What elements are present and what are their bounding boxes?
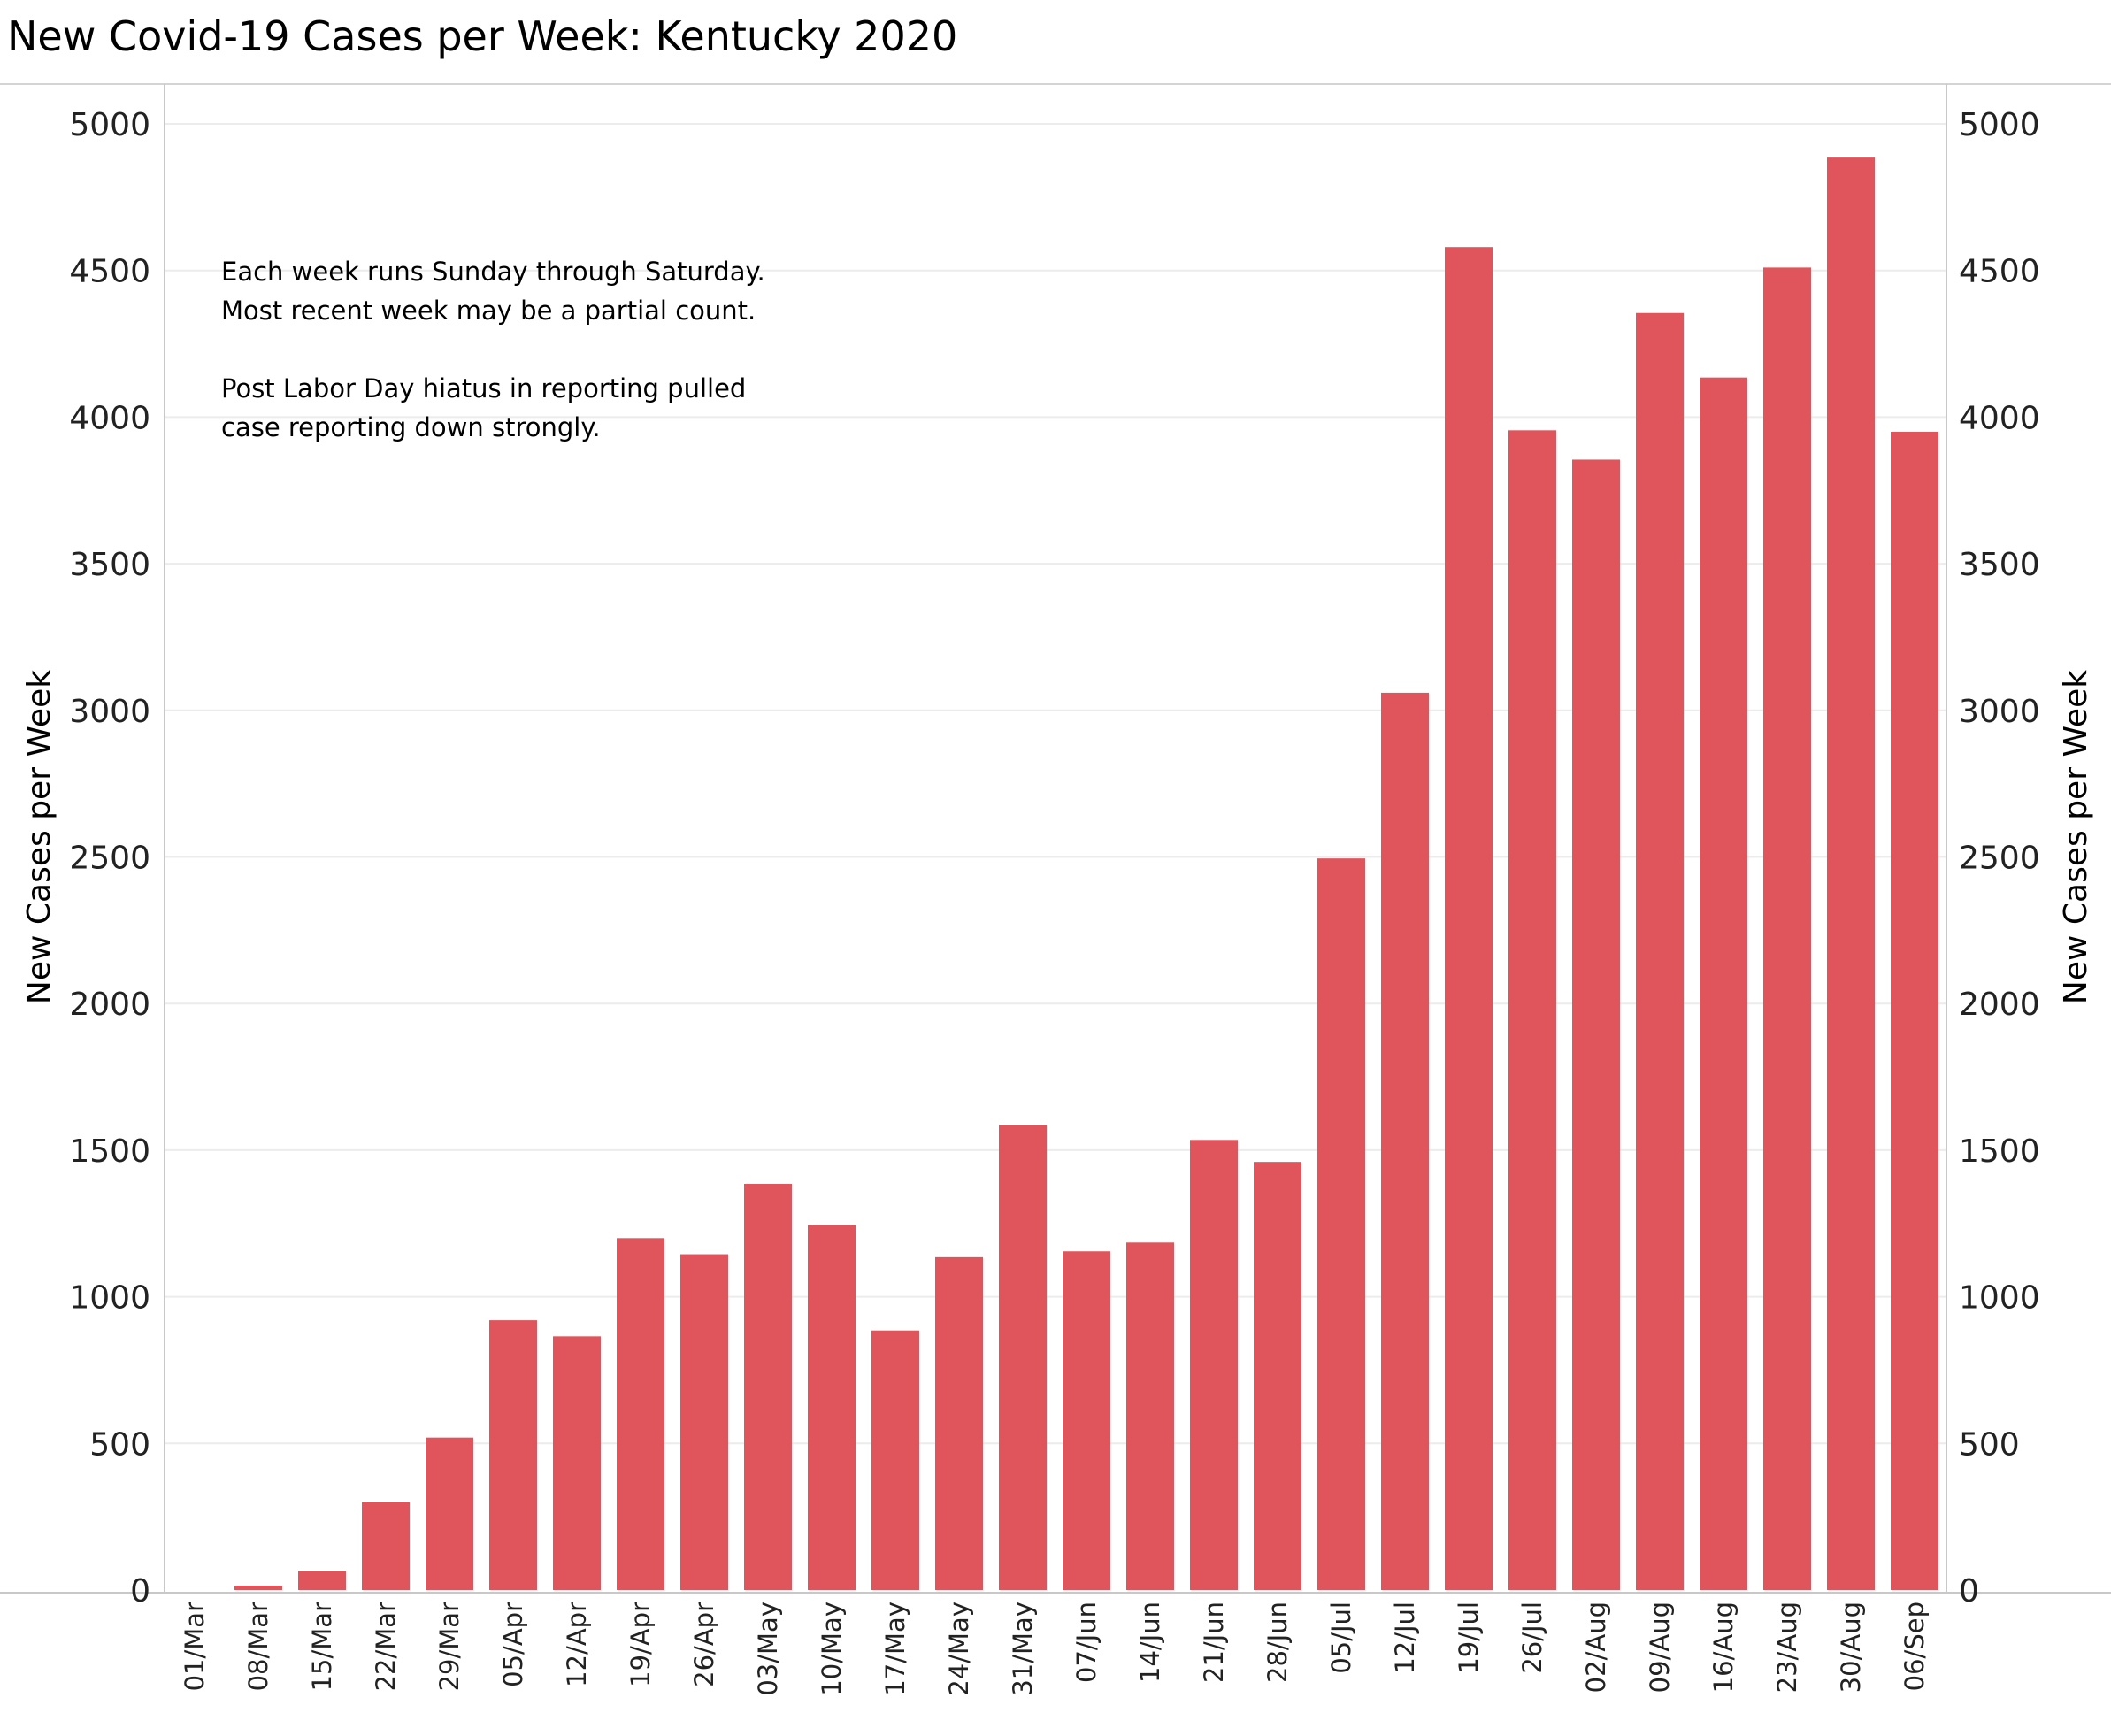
y-tick-label-right: 4500 (1959, 254, 2040, 290)
annotation-line-2: Most recent week may be a partial count. (221, 296, 756, 326)
x-tick-label: 01/Mar (180, 1602, 210, 1691)
x-ticks: 01/Mar 08/Mar 15/Mar 22/Mar 29/Mar 05/Apr 12/A… (180, 1602, 1930, 1696)
y-tick-label-left: 1500 (69, 1133, 150, 1170)
x-tick-label: 23/Aug (1772, 1602, 1802, 1693)
y-tick-label-left: 3500 (69, 547, 150, 583)
x-tick-label: 12/Apr (562, 1602, 592, 1687)
bar (1763, 267, 1811, 1590)
bar (808, 1225, 856, 1590)
chart-title: New Covid-19 Cases per Week: Kentucky 20… (7, 12, 958, 60)
annotation-line-4: Post Labor Day hiatus in reporting pulle… (221, 373, 747, 403)
y-tick-label-right: 2000 (1959, 987, 2040, 1023)
bar (1636, 312, 1684, 1591)
bar (1254, 1162, 1301, 1590)
x-tick-label: 10/May (817, 1602, 847, 1696)
y-ticks-left: 0 500 1000 1500 2000 2500 3000 3500 4000 4500 5000 (69, 107, 150, 1609)
x-tick-label: 02/Aug (1581, 1602, 1611, 1693)
x-tick-label: 03/May (753, 1602, 783, 1696)
x-tick-label: 19/Jul (1454, 1602, 1484, 1674)
y-tick-label-right: 0 (1959, 1573, 1979, 1609)
x-tick-label: 31/May (1008, 1602, 1038, 1696)
y-tick-label-left: 500 (89, 1426, 150, 1463)
y-tick-label-right: 3500 (1959, 547, 2040, 583)
x-tick-label: 12/Jul (1390, 1602, 1420, 1674)
x-tick-label: 06/Sep (1900, 1602, 1930, 1691)
x-tick-label: 09/Aug (1645, 1602, 1675, 1693)
bar (553, 1336, 601, 1590)
y-ticks-right: 0 500 1000 1500 2000 2500 3000 3500 4000 4500 5000 (1959, 107, 2040, 1609)
bar (935, 1256, 983, 1590)
bars (234, 157, 1938, 1591)
y-axis-label-left: New Cases per Week (21, 670, 58, 1004)
annotation-line-1: Each week runs Sunday through Saturday. (221, 257, 765, 287)
bar (1700, 377, 1747, 1590)
y-axis-label-right: New Cases per Week (2058, 670, 2094, 1004)
bar (871, 1330, 919, 1590)
bar (1827, 157, 1875, 1591)
y-tick-label-left: 2500 (69, 841, 150, 877)
x-tick-label: 24/May (944, 1602, 974, 1696)
y-tick-label-right: 1500 (1959, 1133, 2040, 1170)
bar (617, 1238, 664, 1590)
bar (298, 1571, 346, 1590)
y-tick-label-left: 5000 (69, 107, 150, 143)
bar (426, 1437, 473, 1590)
x-tick-label: 08/Mar (243, 1602, 273, 1691)
bar (999, 1125, 1047, 1590)
x-tick-label: 21/Jun (1199, 1602, 1229, 1683)
y-tick-label-right: 500 (1959, 1426, 2020, 1463)
y-tick-label-left: 3000 (69, 694, 150, 730)
bar (1317, 858, 1365, 1590)
axes-frame (0, 83, 2111, 1594)
x-tick-label: 22/Mar (371, 1602, 401, 1691)
x-tick-label: 16/Aug (1708, 1602, 1739, 1693)
x-tick-label: 26/Jul (1517, 1602, 1547, 1674)
x-tick-label: 17/May (880, 1602, 910, 1696)
bar (362, 1502, 410, 1590)
y-tick-label-right: 3000 (1959, 694, 2040, 730)
bar (1891, 431, 1938, 1591)
y-tick-label-left: 0 (130, 1573, 150, 1609)
bar (1572, 459, 1620, 1590)
bar (744, 1184, 792, 1590)
y-tick-label-right: 2500 (1959, 841, 2040, 877)
x-tick-label: 29/Mar (434, 1602, 464, 1691)
x-tick-label: 19/Apr (626, 1602, 656, 1687)
bar (1445, 247, 1493, 1590)
x-tick-label: 05/Apr (498, 1602, 528, 1687)
bar (680, 1254, 728, 1590)
bar (1063, 1251, 1110, 1590)
bar (1381, 692, 1429, 1590)
y-tick-label-right: 5000 (1959, 107, 2040, 143)
bar (489, 1320, 537, 1590)
bar (1190, 1140, 1238, 1590)
y-tick-label-right: 4000 (1959, 400, 2040, 436)
y-tick-label-left: 1000 (69, 1280, 150, 1317)
x-tick-label: 28/Jun (1263, 1602, 1293, 1683)
x-tick-label: 15/Mar (307, 1602, 337, 1691)
x-tick-label: 14/Jun (1135, 1602, 1165, 1683)
x-tick-label: 30/Aug (1836, 1602, 1866, 1693)
x-tick-label: 07/Jun (1071, 1602, 1102, 1683)
y-tick-label-left: 4000 (69, 400, 150, 436)
y-tick-label-left: 2000 (69, 987, 150, 1023)
y-tick-label-right: 1000 (1959, 1280, 2040, 1317)
x-tick-label: 26/Apr (689, 1602, 719, 1687)
bar (1508, 430, 1556, 1590)
bar (1126, 1242, 1174, 1590)
bar (234, 1586, 282, 1590)
annotation-line-5: case reporting down strongly. (221, 412, 601, 442)
y-tick-label-left: 4500 (69, 254, 150, 290)
x-tick-label: 05/Jul (1326, 1602, 1356, 1674)
